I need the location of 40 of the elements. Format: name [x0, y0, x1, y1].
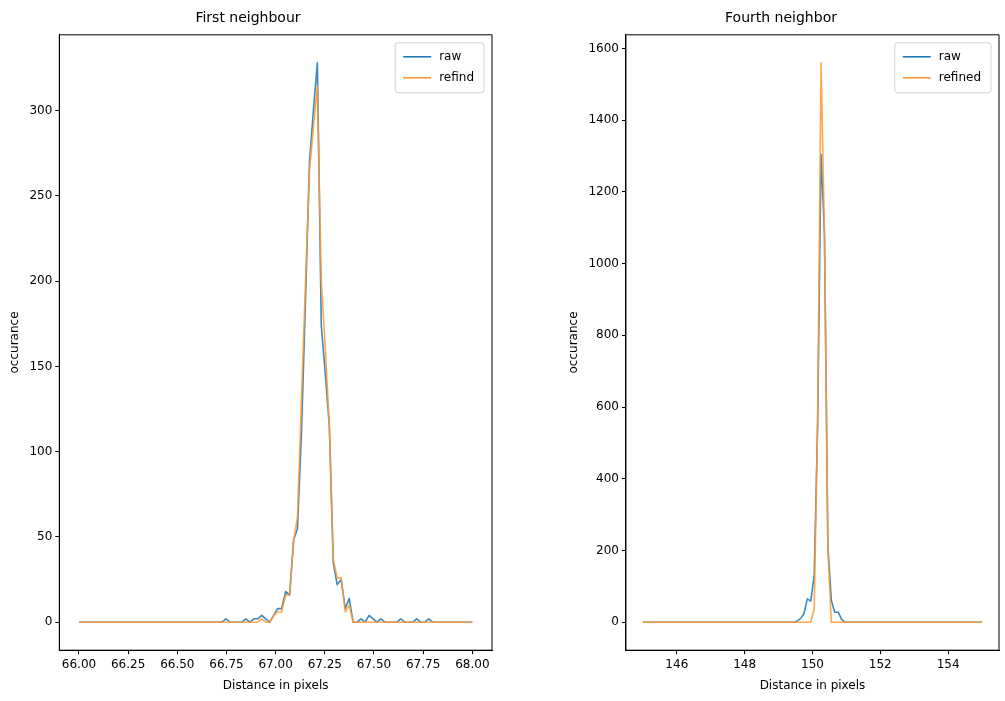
y-tick-label: 200 — [29, 273, 53, 288]
y-tick-label: 0 — [610, 614, 619, 629]
y-tick-label: 300 — [29, 102, 53, 117]
x-tick-label: 152 — [868, 656, 892, 671]
y-tick-label: 250 — [29, 187, 53, 202]
chart-title: First neighbour — [195, 9, 301, 26]
y-tick-label: 200 — [595, 542, 619, 557]
x-tick-label: 66.50 — [160, 656, 195, 671]
x-axis-title: Distance in pixels — [759, 677, 865, 692]
y-tick-label: 1000 — [587, 255, 619, 270]
legend-label: raw — [439, 48, 462, 63]
x-tick-label: 67.25 — [307, 656, 342, 671]
y-tick-label: 400 — [595, 470, 619, 485]
x-tick-label: 67.00 — [258, 656, 293, 671]
y-tick-label: 0 — [44, 614, 53, 629]
x-axis-title: Distance in pixels — [222, 677, 329, 692]
x-tick-label: 154 — [936, 656, 960, 671]
legend-label: raw — [938, 48, 961, 63]
x-tick-label: 150 — [800, 656, 824, 671]
legend-label: refind — [439, 69, 475, 84]
y-tick-label: 50 — [37, 529, 53, 544]
x-tick-label: 67.75 — [405, 656, 441, 671]
y-axis-title: occurance — [7, 311, 22, 374]
legend-label: refined — [938, 69, 981, 84]
y-axis-title: occurance — [565, 311, 580, 374]
x-tick-label: 146 — [664, 656, 688, 671]
y-tick-label: 1200 — [587, 184, 619, 198]
x-tick-label: 67.50 — [356, 656, 392, 671]
y-tick-label: 150 — [29, 358, 53, 373]
x-tick-label: 66.75 — [209, 656, 244, 671]
x-tick-label: 66.25 — [110, 656, 146, 671]
y-tick-label: 600 — [595, 399, 619, 414]
x-tick-label: 68.00 — [455, 656, 490, 671]
y-tick-label: 1600 — [587, 40, 619, 55]
chart-title: Fourth neighbor — [724, 9, 837, 26]
x-tick-label: 148 — [732, 656, 756, 671]
y-tick-label: 800 — [595, 327, 619, 342]
y-tick-label: 1400 — [587, 112, 619, 127]
x-tick-label: 66.00 — [61, 656, 97, 671]
y-tick-label: 100 — [29, 443, 53, 458]
